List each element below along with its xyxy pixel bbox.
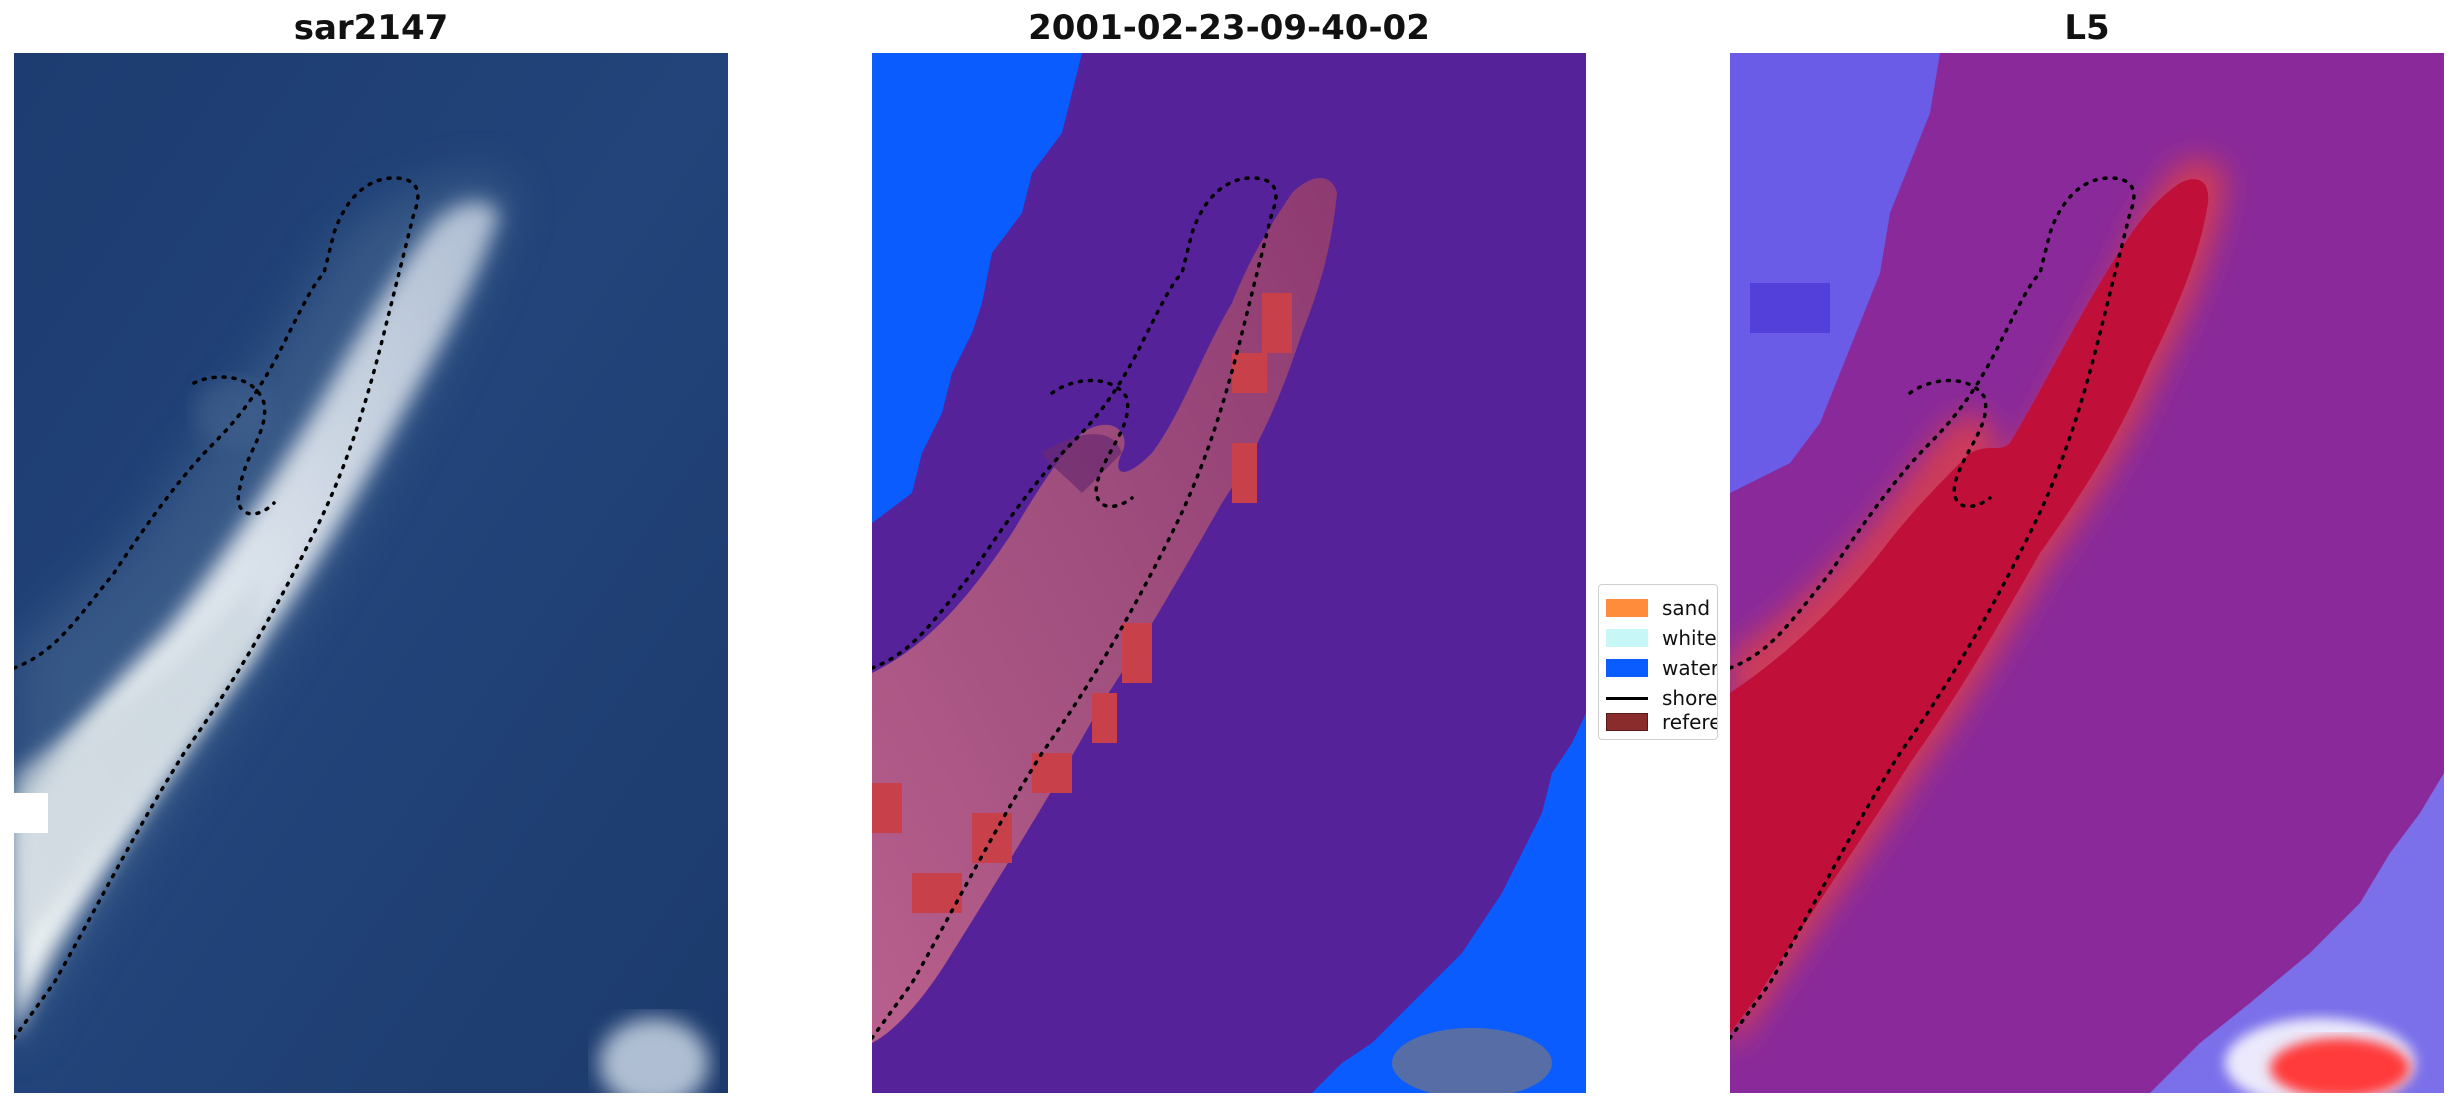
legend-swatch-sand (1606, 599, 1648, 617)
legend-swatch-whitewater (1606, 629, 1648, 647)
class-water-upper-left (872, 53, 1082, 523)
rgb-hook-feature (194, 378, 274, 448)
legend-label-sand: sand (1662, 596, 1711, 620)
legend-swatch-water (1606, 659, 1648, 677)
class-sand-highlight-cells (872, 293, 1292, 913)
class-water-lower-right (1312, 713, 1586, 1093)
rgb-cloud-patch (599, 1018, 709, 1093)
classified-image-panel (872, 53, 1586, 1093)
rgb-image-panel (14, 53, 728, 1093)
class-reference-shoreline (872, 176, 1278, 1040)
index-water-lower-right (2150, 773, 2444, 1093)
index-red-patch (2270, 1038, 2410, 1093)
index-image-panel (1730, 53, 2444, 1093)
index-hook-shoreline (1908, 378, 1992, 509)
class-cell-3 (1232, 443, 1257, 503)
class-cell-1 (1262, 293, 1292, 353)
class-cell-8 (912, 873, 962, 913)
class-cell-5 (1092, 693, 1117, 743)
panel-title-classified: 2001-02-23-09-40-02 (1028, 8, 1430, 48)
rgb-bright-patch (14, 793, 48, 833)
index-sand-core (1730, 179, 2209, 1033)
rgb-reference-shoreline (14, 176, 420, 1040)
class-cloud-patch (1392, 1028, 1552, 1093)
legend-label-water: water (1662, 656, 1718, 680)
class-cell-6 (1032, 753, 1072, 793)
index-deep-water-patch (1750, 283, 1830, 333)
legend-line-shoreline (1606, 696, 1648, 700)
legend-swatch-reference (1606, 713, 1648, 731)
index-water-upper-left (1730, 53, 1940, 493)
legend-item-reference: reference (1606, 707, 1717, 737)
class-cell-2 (1232, 353, 1267, 393)
panel-title-index: L5 (2064, 8, 2110, 48)
class-hook-area (1042, 434, 1122, 493)
class-hook-shoreline (1050, 378, 1134, 509)
legend-label-shoreline: shoreline (1662, 686, 1718, 710)
panel-title-rgb: sar2147 (293, 8, 449, 48)
legend-item-sand: sand (1606, 593, 1710, 623)
rgb-image (14, 53, 728, 1093)
index-image (1730, 53, 2444, 1093)
class-cell-4 (1122, 623, 1152, 683)
class-cell-9 (872, 783, 902, 833)
legend-item-shoreline: shoreline (1606, 683, 1718, 713)
index-reference-shoreline (1730, 176, 2136, 1040)
class-cell-7 (972, 813, 1012, 863)
rgb-sand-lobe (14, 573, 264, 953)
legend-item-water: water (1606, 653, 1718, 683)
classified-image (872, 53, 1586, 1093)
legend-label-reference: reference (1662, 710, 1717, 734)
rgb-hook-shoreline (192, 375, 276, 516)
